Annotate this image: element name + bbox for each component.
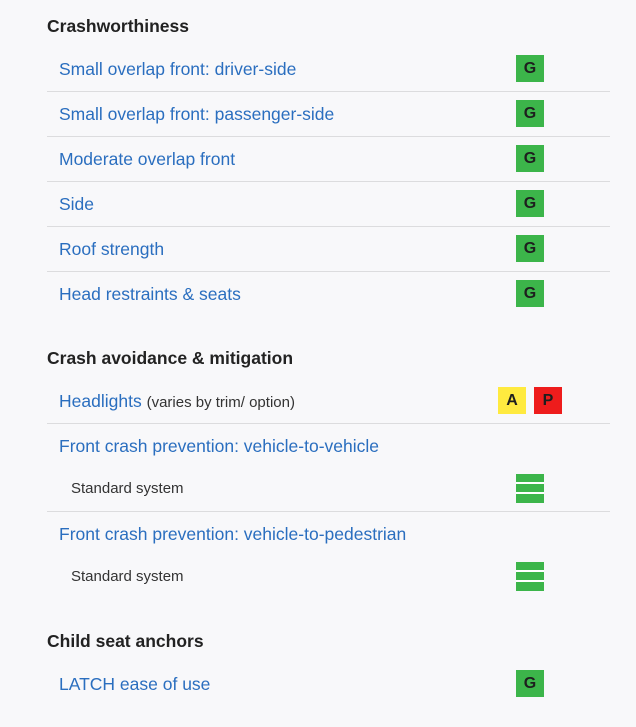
- headlights-note: (varies by trim/ option): [146, 394, 295, 411]
- section-title-crash-avoidance: Crash avoidance & mitigation: [47, 348, 294, 368]
- small-overlap-driver-link[interactable]: Small overlap front: driver-side: [59, 59, 297, 79]
- rating-badge-poor[interactable]: P: [534, 387, 562, 414]
- side-link[interactable]: Side: [59, 194, 95, 214]
- rating-badge[interactable]: G: [516, 145, 544, 172]
- rating-row-head-restraints: Head restraints & seats G: [47, 272, 610, 317]
- headlights-label: Headlights (varies by trim/ option): [59, 379, 295, 423]
- rating-badge[interactable]: G: [516, 670, 544, 697]
- rating-badge[interactable]: G: [516, 55, 544, 82]
- rating-badge[interactable]: G: [516, 190, 544, 217]
- rating-row-side: Side G: [47, 182, 610, 227]
- rating-badge[interactable]: G: [516, 235, 544, 262]
- head-restraints-link[interactable]: Head restraints & seats: [59, 284, 241, 304]
- roof-strength-link[interactable]: Roof strength: [59, 239, 165, 259]
- fcp-pedestrian-link[interactable]: Front crash prevention: vehicle-to-pedes…: [59, 524, 407, 544]
- rating-badge[interactable]: G: [516, 280, 544, 307]
- sub-row-fcp-vehicle-standard: Standard system: [47, 467, 610, 512]
- sub-row-fcp-pedestrian-standard: Standard system: [47, 555, 610, 600]
- rating-row-latch: LATCH ease of use G: [47, 662, 610, 707]
- small-overlap-passenger-link[interactable]: Small overlap front: passenger-side: [59, 104, 335, 124]
- superior-rating-bars-icon[interactable]: [516, 474, 544, 503]
- rating-row-fcp-pedestrian: Front crash prevention: vehicle-to-pedes…: [47, 512, 610, 557]
- latch-ease-of-use-link[interactable]: LATCH ease of use: [59, 674, 211, 694]
- rating-row-headlights: Headlights (varies by trim/ option) A P: [47, 379, 610, 424]
- rating-badge-acceptable[interactable]: A: [498, 387, 526, 414]
- section-title-crashworthiness: Crashworthiness: [47, 16, 189, 36]
- fcp-vehicle-link[interactable]: Front crash prevention: vehicle-to-vehic…: [59, 436, 380, 456]
- standard-system-label: Standard system: [71, 568, 184, 585]
- headlights-link[interactable]: Headlights: [59, 391, 142, 411]
- rating-row-roof-strength: Roof strength G: [47, 227, 610, 272]
- rating-row-small-overlap-passenger: Small overlap front: passenger-side G: [47, 92, 610, 137]
- moderate-overlap-link[interactable]: Moderate overlap front: [59, 149, 236, 169]
- standard-system-label: Standard system: [71, 480, 184, 497]
- rating-row-small-overlap-driver: Small overlap front: driver-side G: [47, 47, 610, 92]
- rating-row-moderate-overlap: Moderate overlap front G: [47, 137, 610, 182]
- rating-badge[interactable]: G: [516, 100, 544, 127]
- section-title-child-seat-anchors: Child seat anchors: [47, 631, 204, 651]
- rating-row-fcp-vehicle: Front crash prevention: vehicle-to-vehic…: [47, 424, 610, 469]
- superior-rating-bars-icon[interactable]: [516, 562, 544, 591]
